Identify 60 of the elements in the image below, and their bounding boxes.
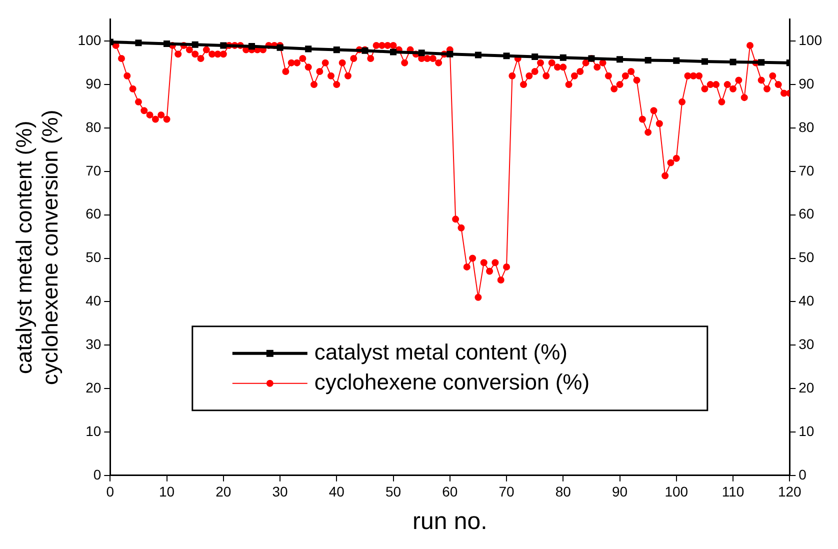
legend-label: catalyst metal content (%)	[314, 339, 568, 364]
y-tick-label: 40	[86, 292, 102, 309]
point	[758, 59, 765, 66]
point	[164, 40, 170, 47]
y2-tick-label: 10	[798, 422, 814, 439]
x-tick-label: 70	[498, 484, 515, 500]
point	[701, 58, 708, 65]
x-tick-label: 10	[158, 484, 175, 500]
point	[192, 41, 198, 48]
y2-tick-label: 60	[798, 206, 814, 222]
point	[418, 50, 425, 56]
point	[474, 52, 482, 58]
x-tick-label: 120	[778, 484, 802, 500]
y2-tick-label: 40	[798, 292, 814, 309]
x-tick-label: 80	[555, 484, 572, 500]
y-tick-label: 20	[86, 379, 102, 396]
y2-tick-label: 80	[798, 118, 814, 135]
x-tick-label: 30	[272, 484, 288, 500]
point	[730, 58, 736, 66]
x-tick-label: 60	[442, 484, 458, 500]
y2-tick-label: 90	[798, 75, 814, 92]
x-axis-title: run no.	[412, 508, 488, 536]
point	[276, 44, 284, 51]
point	[135, 40, 142, 46]
x-tick-label: 20	[216, 484, 232, 500]
y2-tick-label: 100	[798, 32, 822, 48]
point	[616, 56, 624, 63]
y-tick-label: 90	[86, 75, 102, 92]
point	[305, 46, 312, 52]
point	[220, 42, 227, 49]
legend-label: cyclohexene conversion (%)	[314, 369, 590, 394]
y2-tick-label: 50	[798, 249, 814, 266]
point	[532, 53, 538, 60]
y-tick-label: 0	[93, 466, 102, 482]
point	[333, 46, 340, 54]
y-tick-label: 60	[86, 206, 102, 222]
y2-tick-label: 0	[798, 466, 807, 482]
y-tick-label: 10	[86, 422, 102, 439]
y2-tick-label: 20	[798, 379, 814, 396]
y-tick-label: 50	[86, 249, 102, 266]
y2-tick-label: 70	[798, 162, 814, 178]
x-tick-label: 90	[612, 484, 628, 500]
y-tick-label: 100	[78, 32, 102, 48]
point	[248, 43, 255, 50]
x-tick-label: 110	[722, 484, 744, 500]
point	[560, 54, 566, 61]
point	[446, 50, 454, 58]
y-axis-title: catalyst metal content (%) cyclohexene conversion (%)	[11, 110, 63, 385]
point	[673, 57, 680, 64]
y-tick-label: 70	[86, 162, 102, 178]
y-tick-label: 30	[86, 336, 102, 352]
y2-tick-label: 30	[798, 336, 814, 352]
point	[644, 56, 652, 64]
x-tick-label: 40	[328, 484, 345, 500]
x-tick-label: 0	[106, 484, 114, 500]
x-tick-label: 50	[385, 484, 402, 500]
x-tick-label: 100	[664, 484, 688, 500]
point	[390, 48, 397, 56]
y-tick-label: 80	[86, 118, 102, 135]
point	[503, 52, 510, 60]
